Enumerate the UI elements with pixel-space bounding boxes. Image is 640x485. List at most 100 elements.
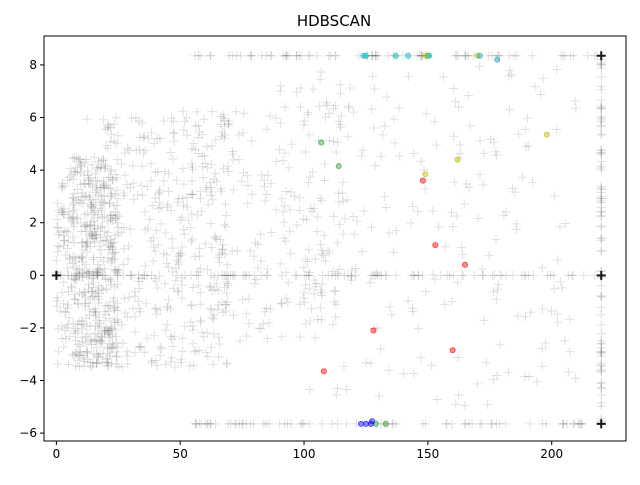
noise-point: [282, 51, 292, 61]
noise-point: [224, 119, 234, 129]
noise-point: [167, 234, 177, 244]
noise-point: [75, 198, 85, 208]
noise-point: [96, 163, 106, 173]
noise-point: [68, 193, 78, 203]
noise-point: [54, 206, 64, 216]
noise-point: [146, 159, 156, 169]
noise-point: [72, 348, 82, 358]
noise-point: [189, 360, 199, 370]
noise-point: [328, 266, 338, 276]
noise-point: [319, 231, 329, 241]
noise-point: [219, 133, 229, 143]
cluster-point: [362, 420, 369, 427]
noise-point: [195, 187, 205, 197]
noise-point: [103, 358, 113, 368]
noise-point: [218, 113, 228, 123]
noise-point: [346, 271, 356, 281]
noise-point: [279, 233, 289, 243]
noise-point: [550, 191, 560, 201]
noise-point: [89, 270, 99, 280]
noise-point: [93, 260, 103, 270]
noise-point: [90, 221, 100, 231]
noise-point: [596, 378, 606, 388]
noise-point: [304, 419, 314, 429]
noise-point: [98, 270, 108, 280]
noise-point: [103, 240, 113, 250]
noise-point: [79, 192, 89, 202]
noise-point: [596, 270, 606, 280]
noise-point: [201, 419, 211, 429]
noise-point: [96, 337, 106, 347]
noise-point: [73, 355, 83, 365]
noise-point: [55, 306, 65, 316]
noise-point: [481, 358, 491, 368]
noise-point: [94, 298, 104, 308]
noise-point: [67, 193, 77, 203]
noise-point: [125, 183, 135, 193]
noise-point: [596, 281, 606, 291]
noise-point: [182, 130, 192, 140]
noise-point: [215, 235, 225, 245]
noise-point: [257, 51, 267, 61]
noise-point: [470, 270, 480, 280]
noise-point: [55, 227, 65, 237]
noise-point: [108, 211, 118, 221]
noise-point: [91, 233, 101, 243]
noise-point: [178, 106, 188, 116]
noise-point: [76, 159, 86, 169]
cluster-point: [358, 420, 365, 427]
noise-point: [467, 419, 477, 429]
noise-point: [304, 245, 314, 255]
noise-point: [174, 251, 184, 261]
noise-point: [388, 247, 398, 257]
noise-point: [128, 303, 138, 313]
noise-point: [63, 237, 73, 247]
noise-point: [92, 343, 102, 353]
noise-point: [193, 280, 203, 290]
noise-point: [111, 359, 121, 369]
noise-point: [256, 256, 266, 266]
noise-point: [557, 419, 567, 429]
noise-point: [75, 270, 85, 280]
noise-point: [373, 270, 383, 280]
noise-point: [512, 51, 522, 61]
noise-point: [221, 359, 231, 369]
noise-point: [178, 193, 188, 203]
noise-point: [151, 225, 161, 235]
noise-point: [198, 162, 208, 172]
noise-point: [88, 273, 98, 283]
noise-point: [349, 107, 359, 117]
noise-point: [93, 352, 103, 362]
noise-point: [316, 303, 326, 313]
noise-point: [70, 257, 80, 267]
noise-point: [176, 358, 186, 368]
noise-point: [253, 240, 263, 250]
noise-point: [82, 237, 92, 247]
noise-point: [380, 270, 390, 280]
noise-point: [161, 325, 171, 335]
noise-point: [57, 207, 67, 217]
noise-point: [172, 197, 182, 207]
noise-point: [383, 51, 393, 61]
noise-point: [163, 200, 173, 210]
noise-point: [57, 288, 67, 298]
noise-point: [596, 193, 606, 203]
noise-point: [95, 183, 105, 193]
noise-point: [71, 163, 81, 173]
noise-point: [452, 211, 462, 221]
noise-point: [129, 194, 139, 204]
noise-point: [109, 119, 119, 129]
noise-point: [69, 166, 79, 176]
noise-point: [201, 182, 211, 192]
noise-point: [95, 266, 105, 276]
noise-point: [510, 187, 520, 197]
noise-point: [185, 361, 195, 371]
noise-point: [238, 419, 248, 429]
noise-point: [205, 51, 215, 61]
noise-point: [596, 163, 606, 173]
noise-point: [88, 255, 98, 265]
noise-point: [110, 230, 120, 240]
noise-point: [195, 299, 205, 309]
noise-point: [96, 331, 106, 341]
noise-point: [103, 123, 113, 133]
